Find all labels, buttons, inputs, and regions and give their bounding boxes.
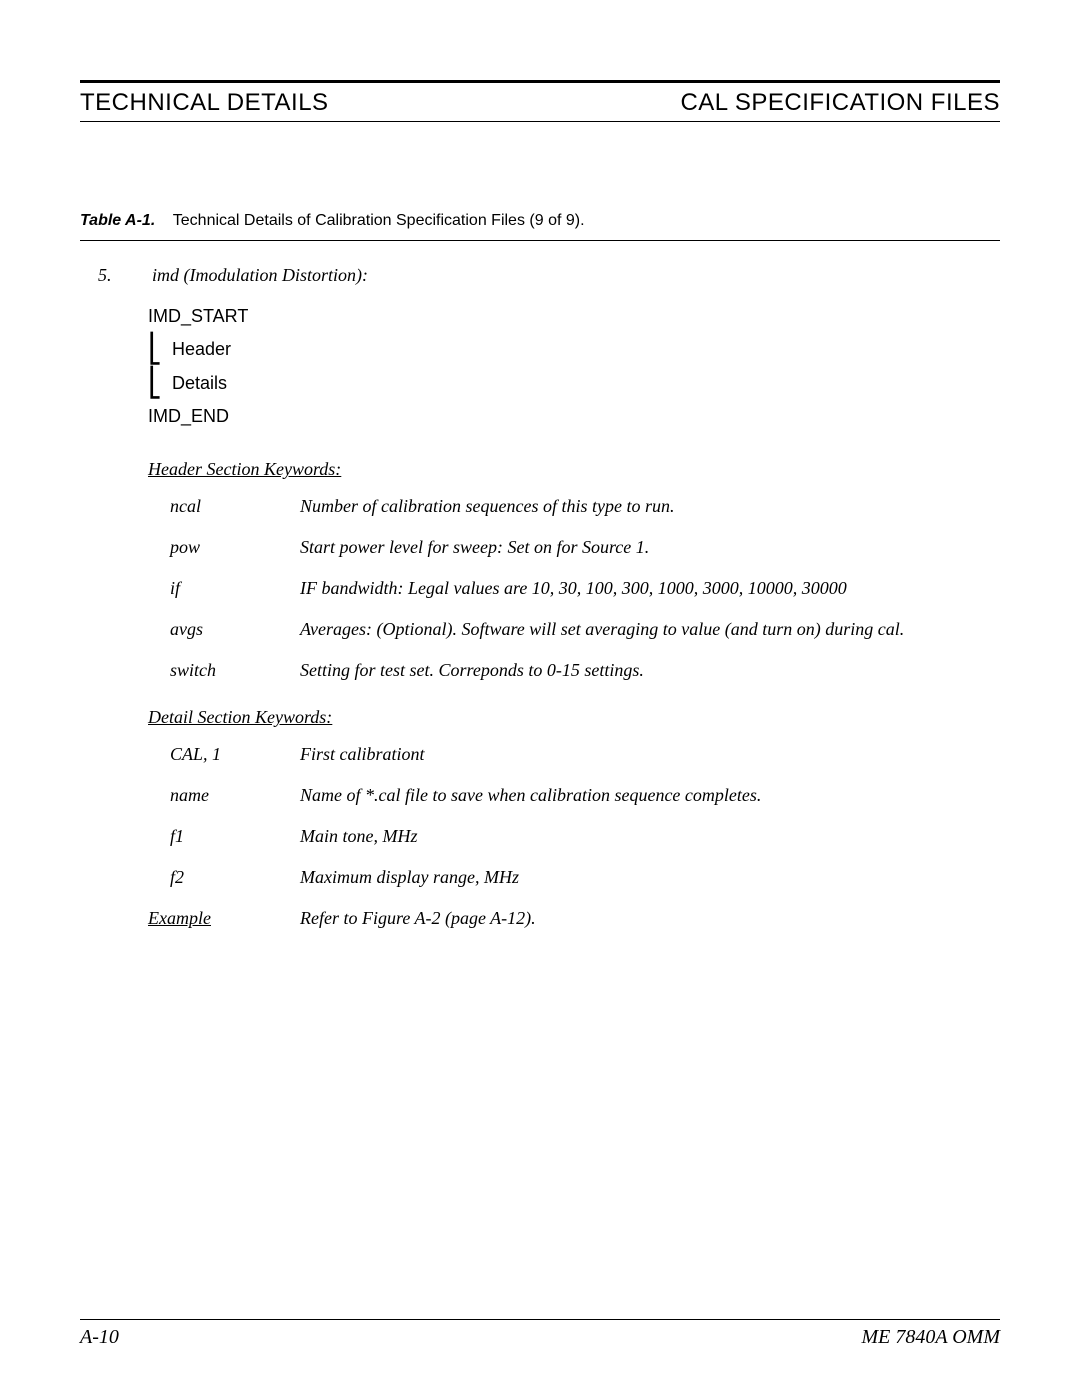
kv-row: CAL, 1 First calibrationt bbox=[170, 744, 1000, 765]
kv-val: Averages: (Optional). Software will set … bbox=[300, 619, 1000, 640]
header-keywords-title: Header Section Keywords: bbox=[148, 459, 1000, 480]
kv-row: f2 Maximum display range, MHz bbox=[170, 867, 1000, 888]
kv-val: First calibrationt bbox=[300, 744, 1000, 765]
header-keywords-block: ncal Number of calibration sequences of … bbox=[170, 496, 1000, 681]
item-number: 5. bbox=[98, 265, 128, 286]
example-key: Example bbox=[148, 908, 300, 929]
caption-label: Table A-1. bbox=[80, 212, 155, 229]
item-row: 5. imd (Imodulation Distortion): bbox=[98, 265, 1000, 286]
kv-key: switch bbox=[170, 660, 300, 681]
detail-keywords-title: Detail Section Keywords: bbox=[148, 707, 1000, 728]
kv-val: IF bandwidth: Legal values are 10, 30, 1… bbox=[300, 578, 1000, 599]
table-caption: Table A-1. Technical Details of Calibrat… bbox=[80, 212, 1000, 230]
caption-text: Technical Details of Calibration Specifi… bbox=[173, 212, 585, 229]
rule-under-caption bbox=[80, 240, 1000, 241]
kv-val: Maximum display range, MHz bbox=[300, 867, 1000, 888]
struct-header-row: ⎣ Header bbox=[148, 333, 1000, 366]
kv-row: pow Start power level for sweep: Set on … bbox=[170, 537, 1000, 558]
kv-row: avgs Averages: (Optional). Software will… bbox=[170, 619, 1000, 640]
example-val: Refer to Figure A-2 (page A-12). bbox=[300, 908, 536, 929]
struct-details-row: ⎣ Details bbox=[148, 367, 1000, 400]
structure-block: IMD_START ⎣ Header ⎣ Details IMD_END bbox=[148, 300, 1000, 433]
content: 5. imd (Imodulation Distortion): IMD_STA… bbox=[80, 265, 1000, 929]
struct-header: Header bbox=[172, 333, 231, 366]
kv-key: f2 bbox=[170, 867, 300, 888]
kv-row: switch Setting for test set. Correponds … bbox=[170, 660, 1000, 681]
kv-row: if IF bandwidth: Legal values are 10, 30… bbox=[170, 578, 1000, 599]
kv-val: Main tone, MHz bbox=[300, 826, 1000, 847]
struct-details: Details bbox=[172, 367, 227, 400]
kv-val: Start power level for sweep: Set on for … bbox=[300, 537, 1000, 558]
header-left: TECHNICAL DETAILS bbox=[80, 89, 329, 117]
kv-key: ncal bbox=[170, 496, 300, 517]
header-right: CAL SPECIFICATION FILES bbox=[680, 89, 1000, 117]
footer-row: A-10 ME 7840A OMM bbox=[80, 1320, 1000, 1349]
detail-keywords-block: CAL, 1 First calibrationt name Name of *… bbox=[170, 744, 1000, 888]
footer-left: A-10 bbox=[80, 1326, 119, 1349]
kv-row: f1 Main tone, MHz bbox=[170, 826, 1000, 847]
example-row: Example Refer to Figure A-2 (page A-12). bbox=[148, 908, 1000, 929]
kv-key: if bbox=[170, 578, 300, 599]
rule-under-header bbox=[80, 121, 1000, 122]
footer: A-10 ME 7840A OMM bbox=[80, 1319, 1000, 1349]
kv-row: ncal Number of calibration sequences of … bbox=[170, 496, 1000, 517]
bracket-icon: ⎣ bbox=[148, 337, 162, 362]
kv-key: avgs bbox=[170, 619, 300, 640]
page: TECHNICAL DETAILS CAL SPECIFICATION FILE… bbox=[0, 0, 1080, 1397]
struct-start: IMD_START bbox=[148, 300, 1000, 333]
bracket-icon: ⎣ bbox=[148, 371, 162, 396]
kv-key: name bbox=[170, 785, 300, 806]
kv-val: Number of calibration sequences of this … bbox=[300, 496, 1000, 517]
struct-end: IMD_END bbox=[148, 400, 1000, 433]
kv-key: f1 bbox=[170, 826, 300, 847]
kv-key: CAL, 1 bbox=[170, 744, 300, 765]
kv-key: pow bbox=[170, 537, 300, 558]
kv-row: name Name of *.cal file to save when cal… bbox=[170, 785, 1000, 806]
item-title: imd (Imodulation Distortion): bbox=[152, 265, 368, 286]
kv-val: Setting for test set. Correponds to 0-15… bbox=[300, 660, 1000, 681]
footer-right: ME 7840A OMM bbox=[862, 1326, 1001, 1349]
running-header: TECHNICAL DETAILS CAL SPECIFICATION FILE… bbox=[80, 83, 1000, 121]
kv-val: Name of *.cal file to save when calibrat… bbox=[300, 785, 1000, 806]
